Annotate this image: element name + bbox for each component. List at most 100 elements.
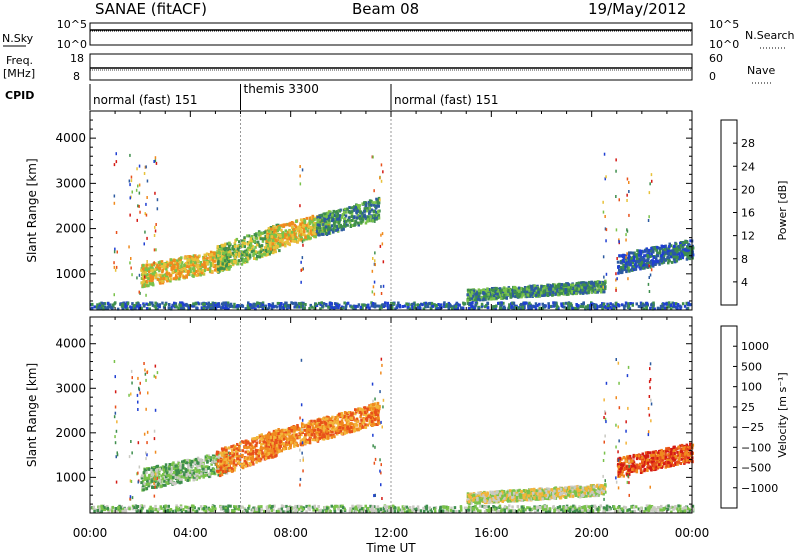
power-cell (645, 247, 648, 251)
power-cell (359, 305, 362, 309)
power-cell (653, 307, 656, 311)
power-cell (275, 225, 278, 229)
velocity-cell (166, 469, 170, 473)
power-cell (196, 256, 199, 260)
power-cell (147, 274, 151, 278)
power-cell (521, 304, 525, 308)
velocity-cell (170, 466, 174, 470)
power-cell (239, 250, 243, 254)
power-cell (320, 232, 323, 236)
power-cell (502, 301, 505, 305)
power-cell (381, 303, 385, 307)
power-cell (492, 289, 495, 293)
power-cell (212, 256, 215, 260)
power-cell (564, 291, 567, 295)
power-cell (627, 304, 631, 308)
power-cell (364, 202, 368, 205)
power-cell (394, 307, 397, 311)
power-cell (310, 305, 314, 309)
velocity-cell (232, 458, 236, 462)
power-cell (189, 270, 192, 273)
power-cell (212, 263, 215, 267)
power-cell (370, 200, 373, 203)
velocity-cell (200, 472, 203, 476)
power-cell (250, 250, 253, 254)
power-cell (487, 292, 490, 296)
velocity-cell (188, 473, 192, 477)
power-cell (637, 253, 641, 257)
power-cell (163, 264, 166, 268)
velocity-cell (186, 459, 189, 462)
power-cell (180, 268, 183, 272)
power-cell (98, 302, 102, 306)
power-cell (517, 286, 521, 290)
power-cell (595, 307, 599, 311)
velocity-cell (150, 466, 154, 470)
power-cell (302, 224, 305, 228)
power-cell (319, 222, 323, 226)
power-cell (228, 267, 231, 271)
power-cell (546, 288, 549, 292)
power-cell (290, 231, 294, 234)
power-cell (654, 263, 657, 266)
power-cell (521, 306, 525, 310)
power-cell (656, 246, 659, 249)
power-cell (674, 305, 677, 309)
power-cell (152, 271, 155, 275)
power-cell (601, 302, 604, 306)
power-cell (182, 307, 185, 310)
power-cell (104, 307, 108, 311)
power-cell (486, 293, 489, 297)
power-cell (300, 237, 303, 240)
power-cell (280, 302, 283, 305)
power-cell (554, 292, 557, 296)
velocity-cell (173, 476, 177, 479)
power-cell (202, 302, 205, 306)
power-cell (553, 304, 556, 307)
power-cell (169, 258, 173, 262)
power-cell (631, 261, 634, 265)
power-cell (260, 244, 264, 248)
power-speckle (379, 176, 381, 180)
power-cell (496, 292, 499, 296)
power-cell (375, 197, 378, 201)
power-cell (625, 270, 628, 274)
power-cell (406, 303, 410, 306)
velocity-cell (207, 466, 210, 470)
power-cell (483, 295, 486, 299)
power-cell (285, 223, 288, 227)
power-cell (497, 301, 500, 305)
power-cell (355, 216, 359, 220)
power-cell (534, 286, 538, 290)
power-cell (575, 287, 578, 291)
power-cell (269, 250, 272, 254)
power-cell (430, 305, 433, 309)
power-cell (335, 228, 338, 232)
power-cell (284, 304, 287, 308)
power-speckle (300, 260, 302, 264)
power-cell (352, 208, 356, 212)
power-cell (299, 230, 303, 234)
power-cell (658, 251, 661, 255)
power-cell (575, 292, 578, 296)
power-cell (303, 306, 306, 310)
power-cell (169, 279, 172, 283)
power-cell (609, 305, 612, 309)
power-cell (339, 223, 342, 227)
power-cell (204, 262, 207, 266)
velocity-cell (241, 449, 245, 453)
power-cell (571, 307, 574, 311)
power-cell (184, 303, 187, 307)
power-cell (247, 306, 250, 310)
power-speckle (605, 228, 608, 232)
power-cell (264, 237, 267, 241)
power-cell (284, 229, 287, 233)
power-cell (275, 239, 278, 243)
power-cell (228, 245, 231, 248)
power-cell (247, 234, 251, 238)
power-cell (311, 214, 314, 218)
power-cell (568, 303, 571, 307)
velocity-cell (164, 475, 167, 479)
power-cell (174, 302, 178, 306)
power-cell (522, 287, 525, 291)
